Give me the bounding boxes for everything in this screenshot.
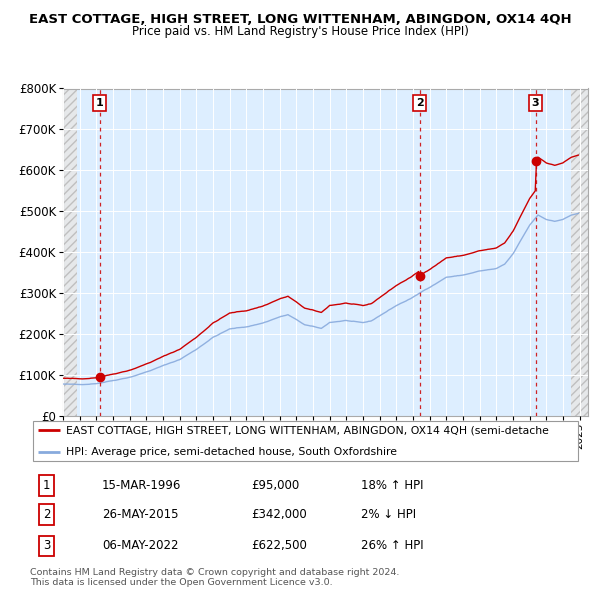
- Text: 3: 3: [532, 99, 539, 108]
- Text: Price paid vs. HM Land Registry's House Price Index (HPI): Price paid vs. HM Land Registry's House …: [131, 25, 469, 38]
- Text: 3: 3: [43, 539, 50, 552]
- Text: EAST COTTAGE, HIGH STREET, LONG WITTENHAM, ABINGDON, OX14 4QH: EAST COTTAGE, HIGH STREET, LONG WITTENHA…: [29, 13, 571, 26]
- Text: 18% ↑ HPI: 18% ↑ HPI: [361, 479, 424, 492]
- FancyBboxPatch shape: [33, 421, 578, 461]
- Text: £342,000: £342,000: [251, 508, 307, 522]
- Text: 15-MAR-1996: 15-MAR-1996: [102, 479, 181, 492]
- Text: £95,000: £95,000: [251, 479, 299, 492]
- Text: 26% ↑ HPI: 26% ↑ HPI: [361, 539, 424, 552]
- Text: 26-MAY-2015: 26-MAY-2015: [102, 508, 178, 522]
- Text: Contains HM Land Registry data © Crown copyright and database right 2024.
This d: Contains HM Land Registry data © Crown c…: [30, 568, 400, 587]
- Bar: [63, 88, 77, 416]
- Text: £622,500: £622,500: [251, 539, 307, 552]
- Text: 1: 1: [96, 99, 104, 108]
- Bar: [571, 88, 600, 416]
- Text: EAST COTTAGE, HIGH STREET, LONG WITTENHAM, ABINGDON, OX14 4QH (semi-detache: EAST COTTAGE, HIGH STREET, LONG WITTENHA…: [66, 425, 549, 435]
- Text: 1: 1: [43, 479, 50, 492]
- Text: 06-MAY-2022: 06-MAY-2022: [102, 539, 178, 552]
- Text: 2: 2: [416, 99, 424, 108]
- Text: 2: 2: [43, 508, 50, 522]
- Text: 2% ↓ HPI: 2% ↓ HPI: [361, 508, 416, 522]
- Text: HPI: Average price, semi-detached house, South Oxfordshire: HPI: Average price, semi-detached house,…: [66, 447, 397, 457]
